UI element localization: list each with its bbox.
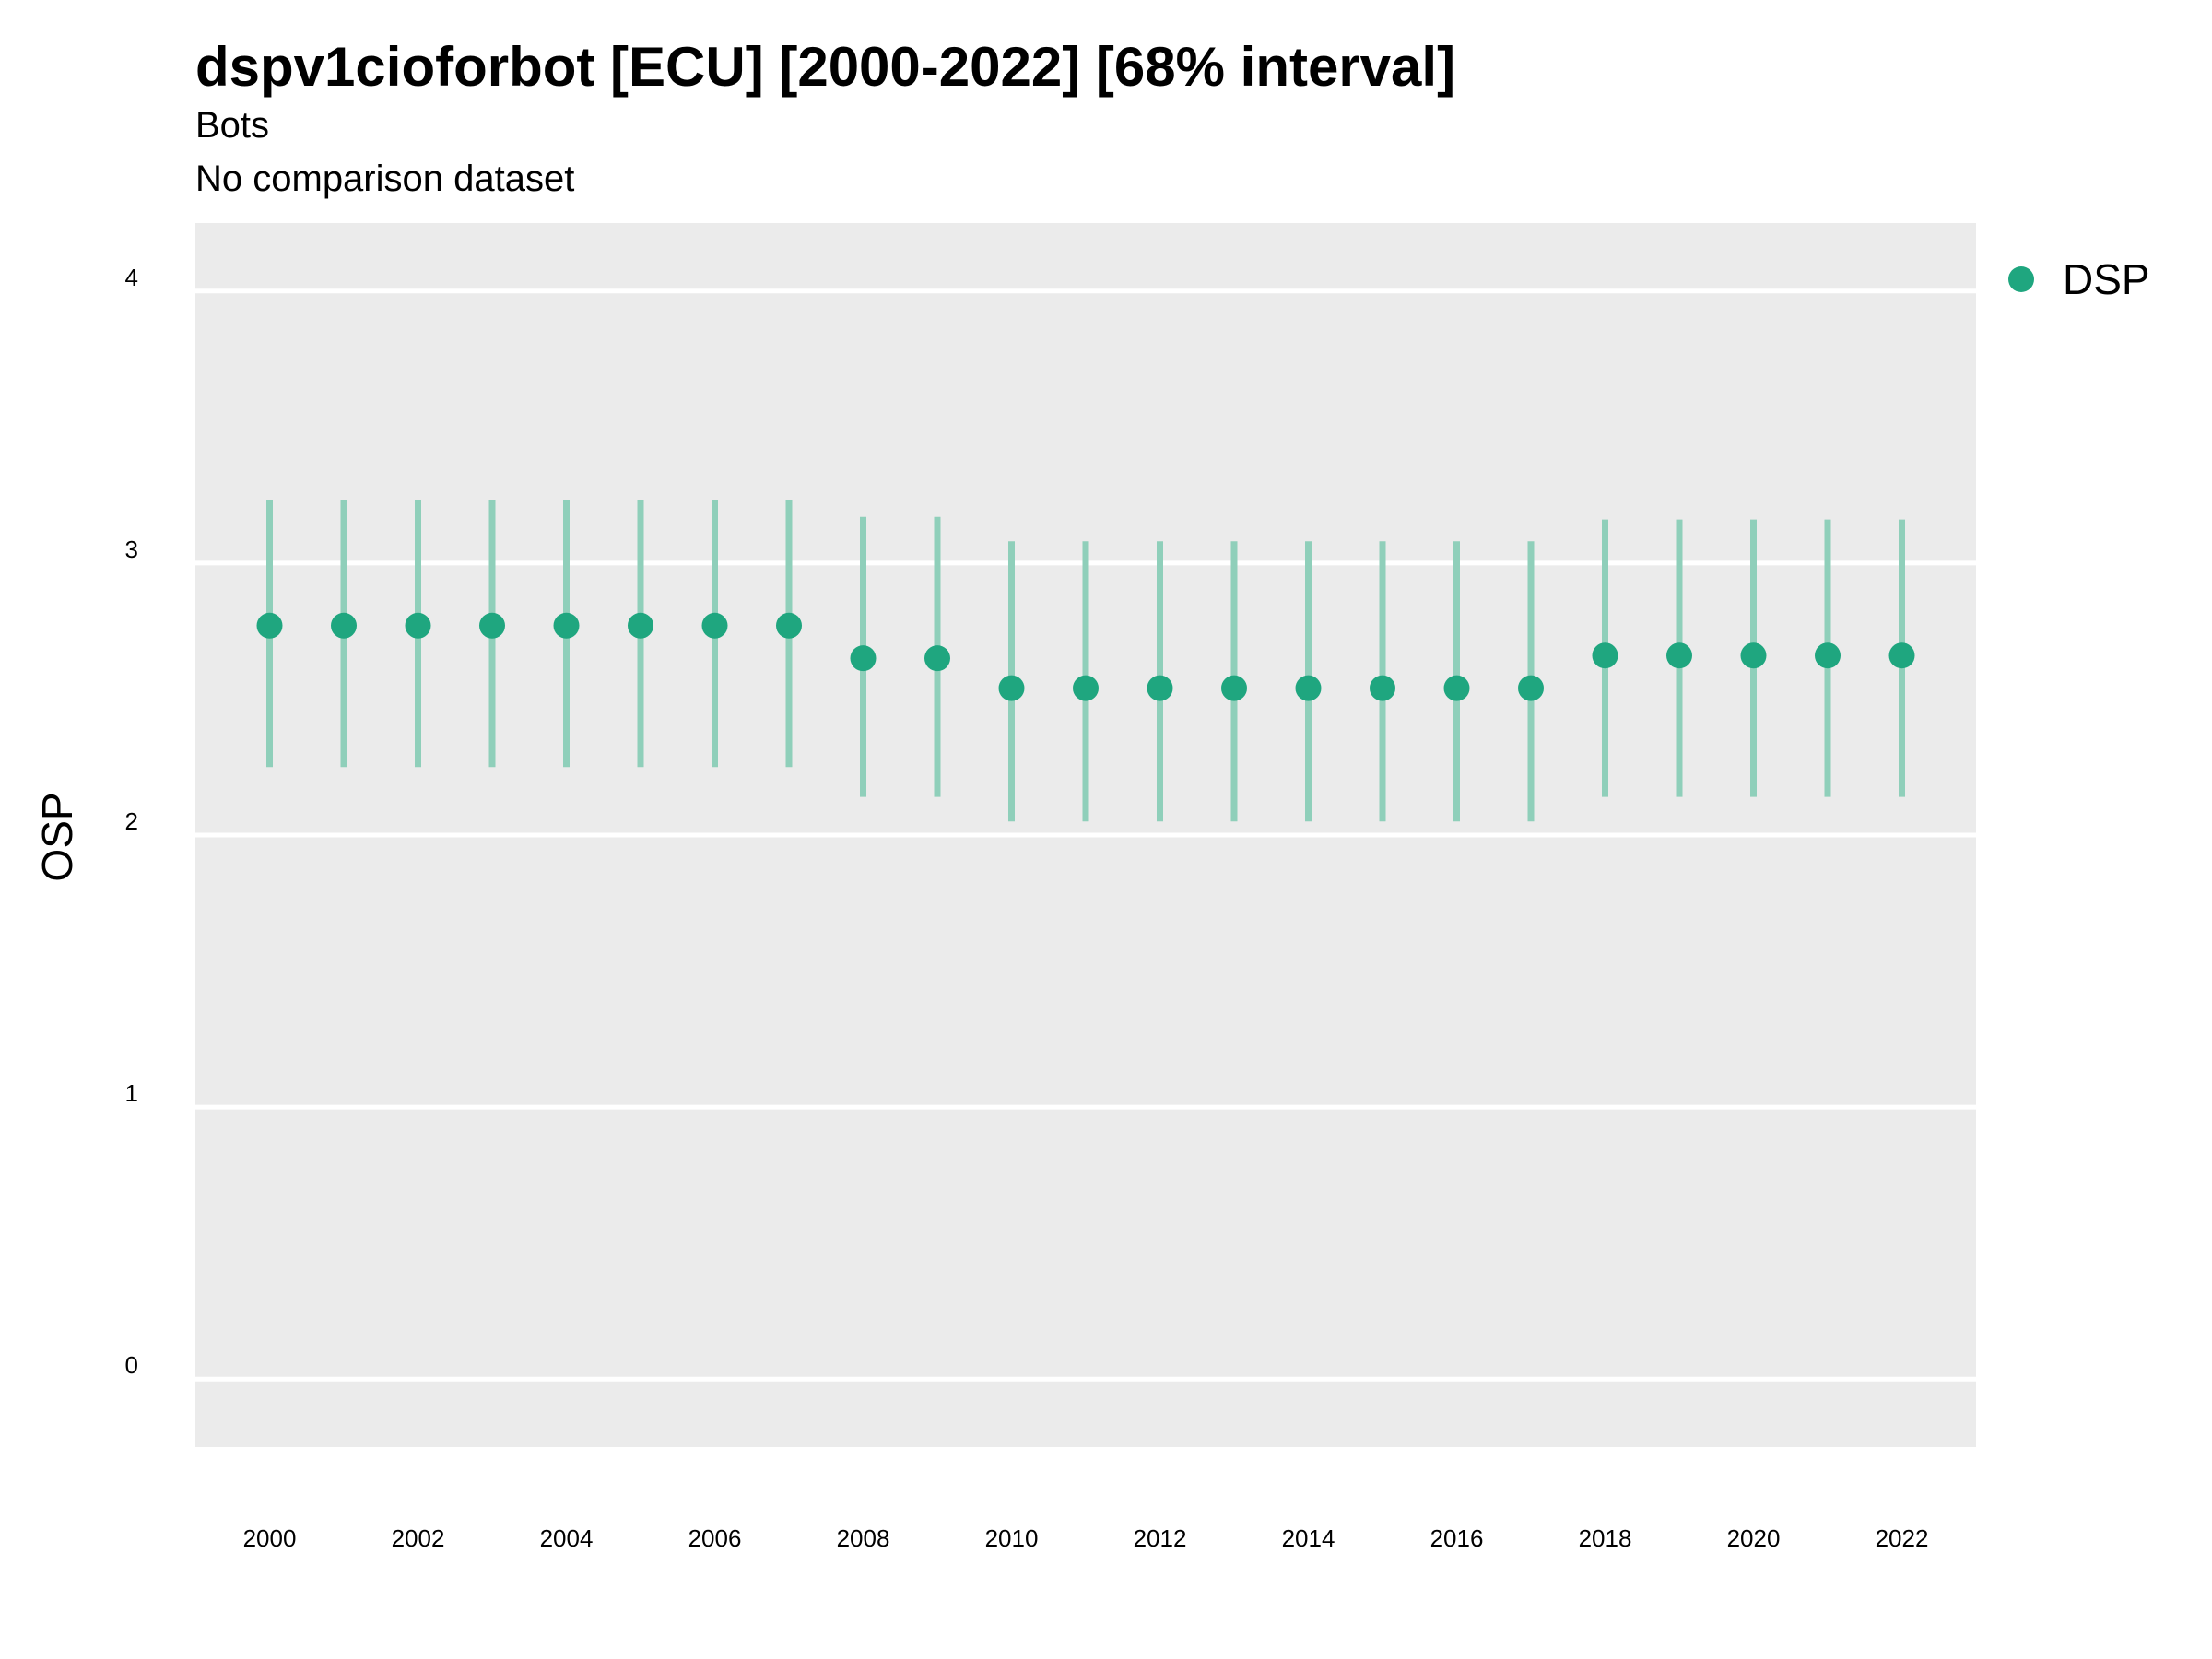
data-point-2014 (1295, 675, 1322, 701)
x-tick-label: 2020 (1727, 1524, 1781, 1552)
x-tick-label: 2012 (1134, 1524, 1187, 1552)
data-point-2017 (1518, 675, 1544, 701)
point-layer (256, 612, 1915, 701)
x-tick-label: 2002 (392, 1524, 445, 1552)
data-point-2020 (1740, 642, 1767, 669)
x-tick-labels: 2000 2002 2004 2006 2008 2010 2012 2014 2016 2018… (243, 1524, 1929, 1552)
x-tick-label: 2010 (985, 1524, 1039, 1552)
x-tick-label: 2016 (1430, 1524, 1484, 1552)
data-point-2012 (1147, 675, 1173, 701)
y-tick-label: 4 (125, 264, 138, 291)
data-point-2004 (553, 612, 580, 639)
x-tick-label: 2004 (540, 1524, 594, 1552)
data-point-2015 (1370, 675, 1395, 701)
y-axis-title: OSP (33, 792, 81, 881)
data-point-2006 (701, 612, 728, 639)
data-point-2001 (331, 612, 357, 639)
data-point-2009 (924, 645, 950, 672)
chart-subtitle: Bots (195, 105, 270, 146)
data-point-2011 (1073, 675, 1099, 701)
x-tick-label: 2018 (1579, 1524, 1632, 1552)
data-point-2016 (1443, 675, 1470, 701)
data-point-2019 (1666, 642, 1692, 669)
legend: DSP (2008, 255, 2150, 303)
data-point-2010 (998, 675, 1025, 701)
x-tick-label: 2022 (1876, 1524, 1929, 1552)
x-tick-label: 2008 (837, 1524, 890, 1552)
data-point-2003 (479, 612, 505, 639)
y-tick-labels: 0 1 2 3 4 (125, 264, 138, 1379)
data-point-2000 (256, 612, 283, 639)
chart-caption: No comparison dataset (195, 159, 575, 199)
data-point-2008 (850, 645, 877, 672)
data-point-2021 (1815, 642, 1841, 669)
y-tick-label: 2 (125, 807, 138, 835)
legend-label-dsp: DSP (2063, 255, 2150, 303)
y-tick-label: 3 (125, 535, 138, 563)
data-point-2013 (1221, 675, 1247, 701)
data-point-2022 (1888, 642, 1915, 669)
legend-key-dsp (2008, 266, 2034, 292)
y-tick-label: 0 (125, 1351, 138, 1379)
data-point-2005 (628, 612, 653, 639)
x-tick-label: 2000 (243, 1524, 297, 1552)
x-tick-label: 2014 (1282, 1524, 1335, 1552)
data-point-2002 (405, 612, 431, 639)
x-tick-label: 2006 (688, 1524, 742, 1552)
chart-title: dspv1cioforbot [ECU] [2000-2022] [68% in… (195, 36, 1456, 98)
y-tick-label: 1 (125, 1079, 138, 1107)
data-point-2007 (776, 612, 802, 639)
data-point-2018 (1592, 642, 1618, 669)
